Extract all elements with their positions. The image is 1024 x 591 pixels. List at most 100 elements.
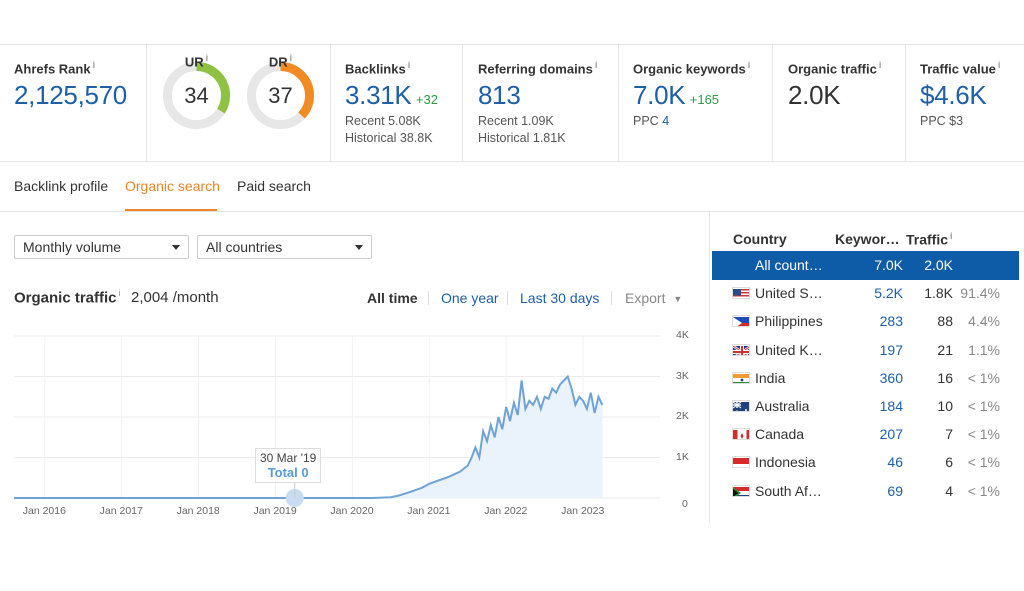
country-select[interactable]: All countries bbox=[197, 235, 372, 259]
flag-ca-icon bbox=[732, 428, 750, 441]
ppc-value[interactable]: 4 bbox=[662, 114, 670, 129]
backlinks-label: Backlinks bbox=[345, 61, 406, 77]
info-icon[interactable]: i bbox=[92, 60, 96, 70]
info-icon[interactable]: i bbox=[407, 60, 411, 70]
tab-backlink-profile[interactable]: Backlink profile bbox=[14, 178, 109, 194]
table-row[interactable]: Philippines 283 88 4.4% bbox=[712, 307, 1019, 335]
tab-organic-search[interactable]: Organic search bbox=[125, 178, 220, 194]
flag-id-icon bbox=[732, 456, 750, 469]
chevron-down-icon bbox=[172, 245, 180, 250]
country-keywords[interactable]: 283 bbox=[879, 313, 903, 330]
col-header-keywords[interactable]: Keywor… bbox=[835, 231, 900, 247]
stats-top-border bbox=[0, 44, 1024, 45]
country-keywords[interactable]: 207 bbox=[879, 426, 903, 443]
chevron-down-icon: ▼ bbox=[673, 294, 683, 304]
country-name[interactable]: United K… bbox=[755, 341, 823, 358]
table-row[interactable]: Australia 184 10 < 1% bbox=[712, 392, 1019, 420]
country-name[interactable]: All count… bbox=[755, 257, 823, 273]
ur-gauge-chart bbox=[163, 62, 230, 129]
info-icon[interactable]: i bbox=[997, 60, 1001, 70]
range-all-time[interactable]: All time bbox=[367, 290, 418, 306]
country-keywords[interactable]: 184 bbox=[879, 398, 903, 414]
country-name[interactable]: United S… bbox=[755, 285, 823, 302]
divider bbox=[772, 45, 773, 161]
traffic-value-block: Traffic value i $4.6K PPC $3 bbox=[920, 60, 1000, 128]
referring-domains-historical: Historical 1.81K bbox=[478, 131, 566, 146]
info-icon[interactable]: i bbox=[205, 53, 209, 63]
backlinks-delta: +32 bbox=[415, 92, 438, 108]
country-keywords[interactable]: 197 bbox=[879, 341, 903, 358]
country-name[interactable]: India bbox=[755, 369, 786, 386]
country-traffic: 1.8K bbox=[924, 285, 953, 302]
dr-gauge-arc bbox=[247, 62, 314, 129]
col-header-traffic[interactable]: Traffic i bbox=[906, 231, 953, 248]
info-icon[interactable]: i bbox=[594, 60, 598, 70]
range-last-30-days[interactable]: Last 30 days bbox=[520, 290, 600, 306]
info-icon[interactable]: i bbox=[950, 231, 953, 241]
divider bbox=[462, 45, 463, 161]
country-traffic: 88 bbox=[937, 313, 953, 330]
organic-keywords-label: Organic keywords bbox=[633, 61, 746, 77]
range-one-year[interactable]: One year bbox=[441, 290, 499, 306]
backlinks-block: Backlinks i 3.31K +32 Recent 5.08K Histor… bbox=[345, 60, 438, 145]
table-row[interactable]: South Af… 69 4 < 1% bbox=[712, 477, 1019, 505]
country-name[interactable]: Indonesia bbox=[755, 454, 816, 471]
chart-title: Organic traffic bbox=[14, 289, 117, 307]
country-keywords[interactable]: 5.2K bbox=[874, 285, 903, 302]
info-icon[interactable]: i bbox=[878, 60, 882, 70]
volume-select-value: Monthly volume bbox=[23, 239, 122, 255]
dr-value: 37 bbox=[268, 83, 293, 108]
backlinks-historical: Historical 38.8K bbox=[345, 131, 433, 146]
flag-ph-icon bbox=[732, 315, 750, 328]
ur-value: 34 bbox=[184, 83, 209, 108]
flag-in-icon bbox=[732, 371, 750, 384]
volume-select[interactable]: Monthly volume bbox=[14, 235, 189, 259]
ahrefs-rank-block: Ahrefs Rank i 2,125,570 bbox=[14, 60, 127, 111]
chart-tooltip: 30 Mar '19 Total 0 bbox=[255, 448, 322, 483]
organic-keywords-value[interactable]: 7.0K bbox=[633, 80, 686, 111]
table-row[interactable]: All count… 7.0K 2.0K bbox=[712, 251, 1019, 279]
country-traffic-share: 91.4% bbox=[960, 285, 1000, 302]
y-tick-label: 1K bbox=[676, 450, 689, 463]
chart-header: Organic traffic i 2,004 /month bbox=[14, 288, 219, 307]
export-button[interactable]: Export ▼ bbox=[625, 290, 682, 306]
table-row[interactable]: India 360 16 < 1% bbox=[712, 364, 1019, 392]
ahrefs-rank-value: 2,125,570 bbox=[14, 80, 127, 111]
export-label: Export bbox=[625, 290, 666, 306]
active-tab-indicator bbox=[125, 209, 217, 212]
tab-paid-search[interactable]: Paid search bbox=[237, 178, 311, 194]
country-traffic: 2.0K bbox=[924, 257, 953, 273]
country-traffic-share: < 1% bbox=[967, 454, 1000, 471]
country-keywords[interactable]: 7.0K bbox=[874, 257, 903, 273]
country-traffic-share: < 1% bbox=[967, 398, 1000, 414]
traffic-chart bbox=[14, 335, 660, 507]
country-keywords[interactable]: 46 bbox=[887, 454, 903, 471]
country-traffic: 10 bbox=[937, 398, 953, 414]
ur-label: UR bbox=[184, 54, 204, 70]
chevron-down-icon bbox=[355, 245, 363, 250]
col-header-country[interactable]: Country bbox=[733, 231, 787, 247]
info-icon[interactable]: i bbox=[289, 53, 293, 63]
stats-bottom-border bbox=[0, 161, 1024, 162]
ur-gauge: UR i 34 bbox=[159, 53, 234, 133]
country-name[interactable]: Philippines bbox=[755, 313, 823, 330]
info-icon[interactable]: i bbox=[747, 60, 751, 70]
traffic-line bbox=[14, 374, 604, 499]
info-icon[interactable]: i bbox=[118, 288, 121, 298]
table-row[interactable]: Indonesia 46 6 < 1% bbox=[712, 448, 1019, 476]
referring-domains-value[interactable]: 813 bbox=[478, 80, 521, 111]
ppc-label: PPC bbox=[633, 114, 659, 129]
country-keywords[interactable]: 360 bbox=[879, 369, 903, 386]
table-row[interactable]: United S… 5.2K 1.8K 91.4% bbox=[712, 279, 1019, 307]
table-row[interactable]: Canada 207 7 < 1% bbox=[712, 420, 1019, 448]
country-name[interactable]: South Af… bbox=[755, 482, 822, 499]
country-name[interactable]: Australia bbox=[755, 398, 810, 414]
country-keywords[interactable]: 69 bbox=[887, 482, 903, 499]
country-traffic: 4 bbox=[945, 482, 953, 499]
tooltip-total: Total 0 bbox=[267, 465, 309, 480]
tabs-border bbox=[0, 211, 1024, 212]
backlinks-value[interactable]: 3.31K bbox=[345, 80, 412, 111]
table-row[interactable]: United K… 197 21 1.1% bbox=[712, 336, 1019, 364]
tooltip-date: 30 Mar '19 bbox=[260, 451, 317, 465]
country-name[interactable]: Canada bbox=[755, 426, 805, 443]
